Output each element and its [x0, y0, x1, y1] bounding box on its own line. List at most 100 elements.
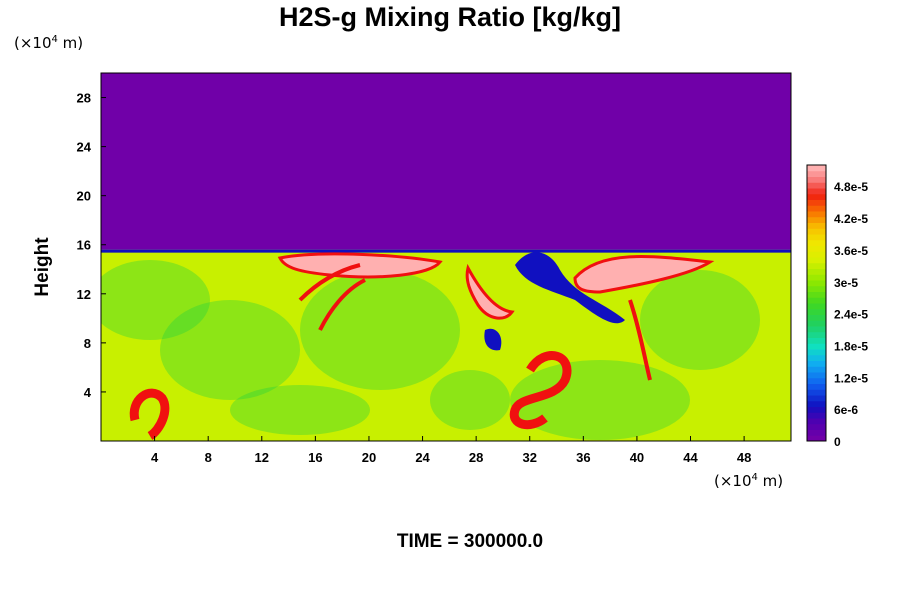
colorbar-tick-label: 1.2e-5	[834, 371, 868, 385]
colorbar-segment	[807, 239, 826, 246]
x-tick-label: 12	[255, 450, 269, 465]
colorbar-segment	[807, 395, 826, 402]
y-tick-label: 28	[77, 91, 91, 106]
colorbar-segment	[807, 400, 826, 407]
plume-right	[573, 255, 715, 294]
x-tick-label: 36	[576, 450, 590, 465]
colorbar-segment	[807, 303, 826, 310]
field-blob	[640, 270, 760, 370]
colorbar-frame	[806, 164, 827, 442]
colorbar-segment	[807, 360, 826, 367]
plot-frame	[100, 72, 792, 442]
x-tick-label: 40	[630, 450, 644, 465]
colorbar-tick-label: 4.2e-5	[834, 212, 868, 226]
colorbar-segment	[807, 193, 826, 200]
y-tick-label: 8	[84, 336, 91, 351]
colorbar-segment	[807, 285, 826, 292]
upper-layer-region	[101, 73, 791, 250]
colorbar: 0 6e-6 1.2e-5 1.8e-5 2.4e-5 3e-5 3.6e-5 4.2e-5 4…	[806, 164, 868, 449]
colorbar-tick-label: 0	[834, 435, 841, 449]
lower-layer-region	[101, 249, 791, 441]
field-blob	[300, 270, 460, 390]
colorbar-segment	[807, 412, 826, 419]
colorbar-segment	[807, 216, 826, 223]
colorbar-segment	[807, 377, 826, 384]
colorbar-segment	[807, 383, 826, 390]
colorbar-segment	[807, 418, 826, 425]
x-tick-label: 32	[523, 450, 537, 465]
colorbar-segment	[807, 354, 826, 361]
colorbar-segment	[807, 188, 826, 195]
time-label: TIME = 300000.0	[396, 531, 544, 552]
colorbar-segment	[807, 176, 826, 183]
colorbar-segment	[807, 262, 826, 269]
colorbar-segment	[807, 251, 826, 258]
heatmap-field	[101, 73, 791, 441]
streak-3	[628, 299, 652, 381]
field-blob	[510, 360, 690, 440]
y-tick-label: 20	[77, 189, 91, 204]
colorbar-segment	[807, 372, 826, 379]
colorbar-segment	[807, 297, 826, 304]
x-tick-label: 24	[415, 450, 430, 465]
colorbar-tick-label: 3.6e-5	[834, 244, 868, 258]
x-tick-label: 28	[469, 450, 483, 465]
colorbar-segment	[807, 331, 826, 338]
colorbar-segment	[807, 222, 826, 229]
streak-2	[318, 278, 366, 331]
swirl-center	[509, 351, 572, 430]
colorbar-tick-label: 1.8e-5	[834, 339, 868, 353]
y-tick-label: 4	[84, 385, 92, 400]
plume-center	[465, 263, 515, 320]
x-tick-label: 48	[737, 450, 751, 465]
colorbar-segment	[807, 406, 826, 413]
colorbar-segment	[807, 228, 826, 235]
colorbar-segment	[807, 326, 826, 333]
colorbar-tick-label: 6e-6	[834, 403, 858, 417]
field-blob	[101, 260, 210, 340]
colorbar-segment	[807, 366, 826, 373]
y-axis-unit: (×104 m)	[14, 34, 84, 52]
colorbar-segment	[807, 211, 826, 218]
colorbar-segment	[807, 291, 826, 298]
colorbar-segment	[807, 257, 826, 264]
colorbar-segment	[807, 320, 826, 327]
field-blob	[230, 385, 370, 435]
colorbar-segment	[807, 205, 826, 212]
colorbar-segment	[807, 182, 826, 189]
colorbar-segment	[807, 268, 826, 275]
x-tick-label: 8	[205, 450, 212, 465]
colorbar-segment	[807, 245, 826, 252]
colorbar-segment	[807, 170, 826, 177]
colorbar-segment	[807, 423, 826, 430]
colorbar-segment	[807, 165, 826, 172]
x-axis-ticks: 4 8 12 16 20 24 28 32 36 40 44 48	[151, 436, 751, 465]
y-tick-label: 16	[77, 238, 91, 253]
x-tick-label: 4	[151, 450, 159, 465]
layer-boundary	[101, 249, 791, 253]
x-tick-label: 44	[683, 450, 698, 465]
colorbar-segment	[807, 280, 826, 287]
colorbar-tick-label: 2.4e-5	[834, 308, 868, 322]
colorbar-segment	[807, 199, 826, 206]
colorbar-segment	[807, 343, 826, 350]
colorbar-segment	[807, 435, 826, 442]
colorbar-segment	[807, 234, 826, 241]
y-axis-ticks: 4 8 12 16 20 24 28	[77, 91, 106, 400]
x-tick-label: 20	[362, 450, 376, 465]
colorbar-segment	[807, 349, 826, 356]
colorbar-segment	[807, 308, 826, 315]
x-tick-label: 16	[308, 450, 322, 465]
colorbar-segment	[807, 274, 826, 281]
colorbar-segment	[807, 314, 826, 321]
swirl-left	[129, 388, 170, 440]
x-axis-unit: (×104 m)	[714, 472, 784, 490]
low-region-right	[515, 252, 625, 324]
chart-title: H2S-g Mixing Ratio [kg/kg]	[278, 2, 621, 32]
colorbar-segment	[807, 389, 826, 396]
colorbar-tick-label: 3e-5	[834, 276, 858, 290]
low-region-left	[484, 328, 502, 351]
colorbar-tick-label: 4.8e-5	[834, 180, 868, 194]
colorbar-segment	[807, 429, 826, 436]
